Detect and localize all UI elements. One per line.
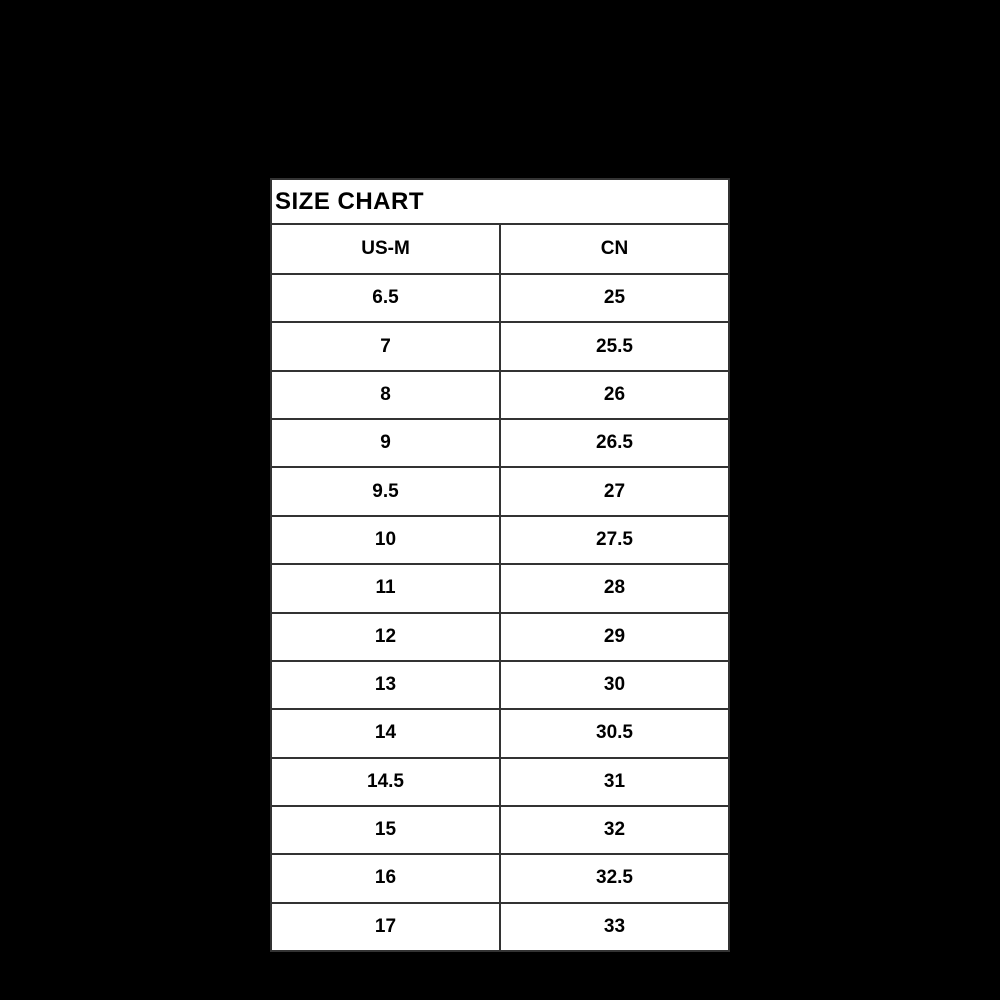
us-m-value: 6.5	[272, 275, 501, 322]
cn-value: 33	[603, 915, 626, 937]
table-row: 9.5 27	[272, 468, 728, 517]
table-row: 15 32	[272, 806, 728, 856]
cn-value: 27	[603, 480, 626, 502]
table-row: 12 29	[272, 613, 728, 662]
table-row: 10 27.5	[272, 516, 728, 566]
us-m-value: 10	[272, 516, 501, 564]
table-row: 8 26	[272, 371, 728, 421]
us-m-value: 9.5	[272, 468, 501, 515]
us-m-value: 12	[272, 613, 501, 660]
cn-value: 25	[603, 287, 626, 309]
us-m-value: 14	[272, 710, 501, 757]
cn-value: 26.5	[596, 432, 633, 454]
size-chart-title: SIZE CHART	[272, 180, 728, 225]
column-header-cn: CN	[600, 238, 629, 259]
table-row: 16 32.5	[272, 855, 728, 904]
us-m-value: 15	[272, 806, 501, 854]
us-m-value: 8	[272, 371, 501, 419]
cn-value: 29	[603, 625, 626, 647]
table-row: 9 26.5	[272, 420, 728, 469]
cn-value: 25.5	[596, 335, 633, 357]
us-m-value: 9	[272, 420, 501, 467]
size-chart-table: SIZE CHART US-M CN 6.5 25 7 25.5 8 26 9 …	[270, 178, 730, 952]
us-m-value: 11	[272, 565, 501, 612]
us-m-value: 7	[272, 323, 501, 370]
cn-value: 32	[603, 819, 626, 841]
table-header-row: US-M CN	[272, 225, 728, 275]
us-m-value: 16	[272, 855, 501, 902]
us-m-value: 13	[272, 661, 501, 709]
table-row: 14.5 31	[272, 758, 728, 807]
column-header-us-m: US-M	[272, 225, 501, 273]
us-m-value: 17	[272, 903, 501, 951]
table-row: 6.5 25	[272, 275, 728, 324]
table-row: 11 28	[272, 565, 728, 614]
cn-value: 32.5	[596, 867, 633, 889]
us-m-value: 14.5	[272, 758, 501, 805]
cn-value: 30.5	[596, 722, 633, 744]
table-row: 7 25.5	[272, 323, 728, 372]
table-row: 17 33	[272, 903, 728, 951]
table-row: 14 30.5	[272, 710, 728, 759]
cn-value: 26	[603, 383, 626, 405]
cn-value: 27.5	[596, 528, 633, 550]
cn-value: 31	[603, 770, 626, 792]
cn-value: 30	[603, 674, 626, 696]
cn-value: 28	[603, 577, 626, 599]
table-row: 13 30	[272, 661, 728, 711]
